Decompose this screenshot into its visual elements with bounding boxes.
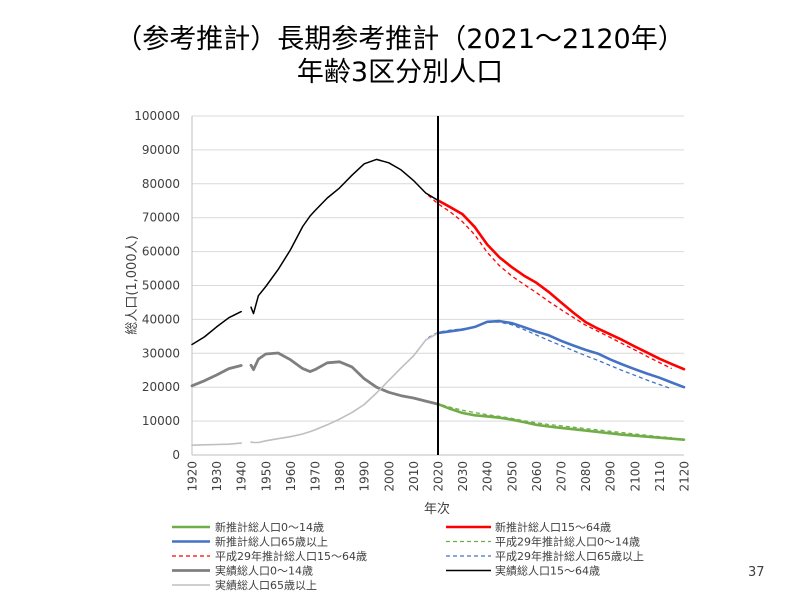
x-tick-label: 1990 — [358, 461, 372, 492]
y-tick-label: 10000 — [142, 414, 180, 428]
x-tick-label: 1980 — [333, 461, 347, 492]
series-line — [427, 321, 672, 390]
x-tick-label: 2110 — [653, 461, 667, 492]
legend-item: 新推計総人口15～64歳 — [446, 520, 611, 534]
y-tick-label: 0 — [172, 448, 180, 462]
x-tick-labels: 1920 1930 1940 1950 1960 1970 1980 1990 2000 2010… — [186, 461, 692, 492]
x-axis-title: 年次 — [424, 501, 450, 517]
x-tick-label: 2020 — [432, 461, 446, 492]
x-tick-label: 1960 — [284, 461, 298, 492]
legend-item: 平成29年推計総人口65歳以上 — [446, 549, 644, 563]
y-tick-label: 30000 — [142, 346, 180, 360]
series-line — [190, 351, 440, 406]
x-tick-label: 2080 — [579, 461, 593, 492]
series-line — [428, 400, 672, 439]
x-tick-label: 2000 — [382, 461, 396, 492]
y-tick-label: 50000 — [142, 279, 180, 293]
x-tick-label: 2100 — [628, 461, 642, 492]
y-tick-label: 40000 — [142, 312, 180, 326]
legend-label: 実績総人口65歳以上 — [215, 578, 317, 592]
y-tick-label: 60000 — [142, 245, 180, 259]
legend-label: 平成29年推計総人口15～64歳 — [215, 549, 367, 563]
y-axis-title: 総人口(1,000人) — [125, 235, 140, 334]
legend-label: 平成29年推計総人口0～14歳 — [495, 535, 640, 549]
x-tick-label: 2060 — [530, 461, 544, 492]
x-tick-label: 2010 — [407, 461, 421, 492]
page-number: 37 — [748, 565, 765, 580]
legend-label: 新推計総人口0～14歳 — [215, 520, 324, 534]
y-tick-label: 100000 — [134, 109, 180, 123]
series-line — [436, 199, 686, 371]
legend-label: 実績総人口15～64歳 — [495, 564, 600, 578]
x-tick-label: 2050 — [505, 461, 519, 492]
y-tick-labels: 0 10000 20000 30000 40000 50000 60000 70000 8000… — [134, 109, 180, 462]
y-tick-label: 20000 — [142, 380, 180, 394]
y-tick-label: 70000 — [142, 211, 180, 225]
series-line — [427, 194, 672, 370]
x-tick-label: 2040 — [481, 461, 495, 492]
legend-item: 新推計総人口65歳以上 — [172, 535, 328, 549]
y-tick-label: 90000 — [142, 143, 180, 157]
chart-title: （参考推計）長期参考推計（2021～2120年） — [115, 24, 685, 55]
legend-label: 平成29年推計総人口65歳以上 — [495, 549, 644, 563]
legend-label: 実績総人口0～14歳 — [215, 564, 313, 578]
legend-item: 平成29年推計総人口0～14歳 — [446, 535, 640, 549]
x-tick-label: 1920 — [186, 461, 200, 492]
legend-item: 実績総人口65歳以上 — [172, 578, 317, 592]
chart-subtitle: 年齢3区分別人口 — [296, 57, 504, 88]
x-tick-label: 2070 — [555, 461, 569, 492]
x-tick-label: 1930 — [210, 461, 224, 492]
x-tick-label: 2120 — [678, 461, 692, 492]
x-tick-label: 1950 — [259, 461, 273, 492]
x-tick-label: 1970 — [309, 461, 323, 492]
x-tick-label: 2030 — [456, 461, 470, 492]
series-line — [436, 319, 686, 389]
series-line — [436, 402, 686, 441]
legend-item: 平成29年推計総人口15～64歳 — [172, 549, 367, 563]
y-tick-label: 80000 — [142, 177, 180, 191]
legend-item: 実績総人口15～64歳 — [446, 564, 600, 578]
series-lines — [190, 158, 686, 446]
legend-item: 新推計総人口0～14歳 — [172, 520, 324, 534]
legend-label: 新推計総人口15～64歳 — [495, 520, 611, 534]
x-tick-label: 1940 — [235, 461, 249, 492]
series-line — [191, 158, 439, 346]
x-tick-label: 2090 — [604, 461, 618, 492]
legend-label: 新推計総人口65歳以上 — [215, 535, 328, 549]
legend-item: 実績総人口0～14歳 — [172, 564, 313, 578]
series-line — [191, 332, 439, 446]
